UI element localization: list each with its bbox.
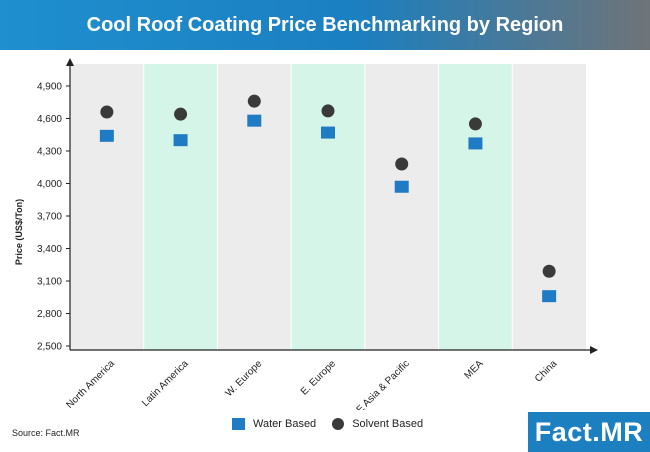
logo-text: Fact.MR [534, 416, 644, 447]
water-based-point [247, 114, 262, 127]
category-label: North America [64, 358, 117, 410]
solvent-based-point [395, 157, 409, 171]
solvent-based-point [321, 104, 335, 118]
solvent-based-point [174, 107, 188, 121]
water-based-point [173, 134, 188, 147]
x-axis-arrow [590, 346, 598, 354]
y-tick-label: 4,300 [37, 147, 62, 158]
category-bands [70, 64, 586, 350]
y-tick-label: 3,100 [37, 277, 62, 288]
y-tick-label: 2,500 [37, 342, 62, 353]
water-based-point [99, 129, 114, 142]
source-note: Source: Fact.MR [12, 428, 80, 438]
legend: Water Based Solvent Based [232, 418, 423, 430]
title-banner: Cool Roof Coating Price Benchmarking by … [0, 0, 650, 50]
category-band [143, 64, 218, 350]
category-band [217, 64, 292, 350]
legend-item-solvent: Solvent Based [332, 418, 423, 430]
legend-label-water: Water Based [253, 418, 317, 430]
category-label: E. Europe [299, 358, 339, 398]
category-label: Latin America [140, 358, 191, 409]
category-label: China [533, 358, 560, 385]
solvent-based-point [247, 94, 261, 108]
water-based-point [394, 180, 409, 193]
y-tick-label: 4,900 [37, 82, 62, 93]
category-band [512, 64, 586, 350]
y-tick-label: 4,600 [37, 114, 62, 125]
y-axis-title: Price (US$/Ton) [14, 199, 24, 265]
data-points [99, 94, 557, 303]
y-axis-arrow [66, 58, 74, 66]
solvent-based-point [100, 105, 114, 119]
solvent-based-marker-icon [332, 418, 345, 430]
y-tick-label: 3,400 [37, 244, 62, 255]
legend-label-solvent: Solvent Based [352, 418, 424, 430]
price-chart: 2,500 2,800 3,100 3,400 3,700 4,000 4,300 4,600… [14, 58, 598, 410]
axes [66, 58, 598, 354]
chart-title: Cool Roof Coating Price Benchmarking by … [86, 13, 564, 36]
category-labels: North America Latin America W. Europe E. Eu… [64, 358, 559, 410]
y-tick-label: 2,800 [37, 309, 62, 320]
category-band [438, 64, 513, 350]
solvent-based-point [468, 117, 482, 131]
legend-item-water: Water Based [232, 418, 316, 430]
water-based-point [542, 290, 557, 303]
category-label: W. Europe [224, 358, 265, 399]
factmr-logo: Fact.MR [528, 412, 650, 452]
category-label: SE Asia & Pacific [350, 358, 412, 410]
water-based-marker-icon [232, 418, 245, 430]
category-band [364, 64, 439, 350]
solvent-based-point [542, 264, 556, 278]
water-based-point [321, 126, 335, 139]
y-tick-label: 3,700 [37, 212, 62, 223]
water-based-point [468, 137, 483, 150]
y-tick-label: 4,000 [37, 179, 62, 190]
y-axis-ticks: 2,500 2,800 3,100 3,400 3,700 4,000 4,300 4,600… [37, 82, 70, 353]
category-label: MEA [462, 358, 485, 381]
